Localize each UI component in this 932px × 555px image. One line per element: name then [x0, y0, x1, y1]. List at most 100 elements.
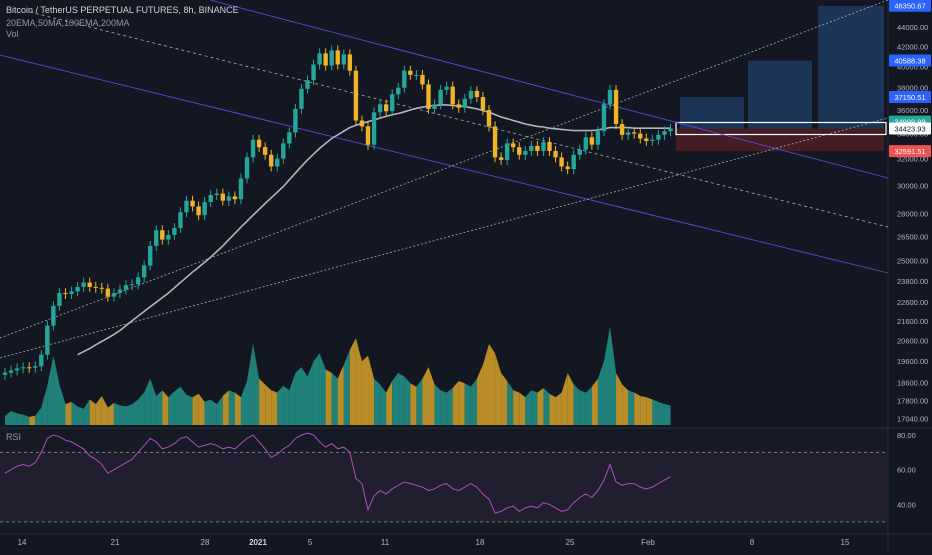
time-tick-label: 5 [308, 538, 313, 547]
candle-body [662, 131, 667, 135]
volume-segment [561, 372, 568, 425]
time-tick-label: 21 [111, 538, 120, 547]
price-tick-label: 23800.00 [897, 277, 928, 286]
volume-segment [519, 392, 526, 425]
volume-segment [434, 384, 441, 425]
candle-body [486, 110, 492, 127]
volume-segment [234, 392, 241, 425]
candle-body [644, 138, 649, 141]
candle-body [105, 288, 111, 297]
volume-segment [198, 393, 205, 425]
candle-body [583, 137, 588, 150]
candle-body [99, 287, 104, 289]
volume-segment [222, 390, 229, 425]
candle-body [305, 80, 310, 89]
volume-segment [597, 361, 604, 425]
candle-body [595, 131, 601, 145]
candle-body [571, 154, 576, 170]
candle-body [57, 293, 62, 306]
candle-body [353, 70, 359, 121]
volume-segment [277, 385, 284, 425]
candle-body [619, 124, 625, 135]
time-tick-label: 8 [750, 538, 755, 547]
candle-body [20, 367, 26, 369]
price-tick-label: 40000.00 [897, 63, 928, 72]
volume-segment [319, 353, 326, 425]
volume-segment [591, 378, 598, 425]
candle-body [456, 104, 461, 108]
volume-legend[interactable]: Vol [6, 29, 19, 39]
candle-body [638, 133, 643, 139]
candle-body [601, 104, 607, 132]
price-tick-label: 38000.00 [897, 84, 928, 93]
volume-segment [628, 390, 635, 425]
price-tick-label: 21600.00 [897, 317, 928, 326]
candle-body [117, 289, 123, 294]
rsi-tick-label: 80.00 [897, 431, 916, 440]
candle-body [232, 196, 238, 200]
candle-body [81, 282, 86, 287]
time-tick-label: 2021 [249, 538, 267, 547]
volume-segment [192, 393, 199, 425]
volume-segment [398, 372, 405, 425]
volume-segment [579, 390, 586, 425]
candle-body [547, 142, 552, 151]
candle-body [474, 90, 480, 98]
candle-body [371, 112, 377, 145]
symbol-title: Bitcoin / TetherUS PERPETUAL FUTURES, 8h… [6, 5, 239, 15]
candle-body [27, 367, 32, 369]
volume-segment [89, 399, 96, 425]
candle-body [656, 134, 661, 140]
candle-body [444, 86, 449, 90]
price-tick-label: 17040.00 [897, 415, 928, 424]
entry-box [675, 121, 887, 136]
candle-body [607, 89, 613, 105]
rsi-line [4, 432, 671, 514]
candle-body [63, 293, 68, 295]
price-tick-label: 44000.00 [897, 23, 928, 32]
volume-segment [29, 415, 36, 425]
volume-segment [126, 404, 133, 425]
candle-body [123, 285, 129, 290]
volume-segment [119, 405, 126, 425]
support-trendline-shallow [0, 117, 889, 359]
candle-body [613, 89, 619, 125]
rsi-legend[interactable]: RSI [6, 432, 22, 442]
candle-body [377, 104, 383, 113]
time-tick-label: 14 [18, 538, 27, 547]
volume-segment [83, 399, 90, 425]
volume-segment [59, 384, 66, 425]
volume-segment [295, 367, 302, 425]
volume-segment [132, 399, 139, 425]
indicators-legend[interactable]: 20EMA,50MA,100EMA,200MA [6, 18, 130, 28]
volume-segment [168, 391, 175, 425]
volume-segment [325, 369, 332, 425]
volume-segment [65, 401, 72, 425]
volume-segment [646, 397, 653, 425]
volume-segment [144, 378, 151, 425]
volume-segment [634, 392, 641, 425]
volume-segment [307, 361, 314, 425]
volume-segment [392, 372, 399, 425]
volume-segment [5, 411, 12, 425]
volume-segment [283, 385, 290, 425]
volume-segment [313, 353, 320, 425]
volume-segment [301, 367, 308, 425]
volume-segment [253, 343, 260, 425]
candle-body [87, 282, 92, 287]
candle-body [365, 126, 371, 145]
candle-body [504, 143, 510, 160]
volume-segment [513, 390, 520, 425]
candle-body [632, 132, 637, 134]
volume-segment [259, 378, 266, 425]
candle-body [148, 245, 153, 266]
candle-body [208, 195, 213, 203]
candle-body [220, 193, 225, 201]
volume-segment [17, 413, 24, 425]
candle-body [438, 89, 443, 105]
candle-body [8, 370, 14, 373]
price-tick-label: 18600.00 [897, 379, 928, 388]
volume-segment [210, 399, 217, 425]
